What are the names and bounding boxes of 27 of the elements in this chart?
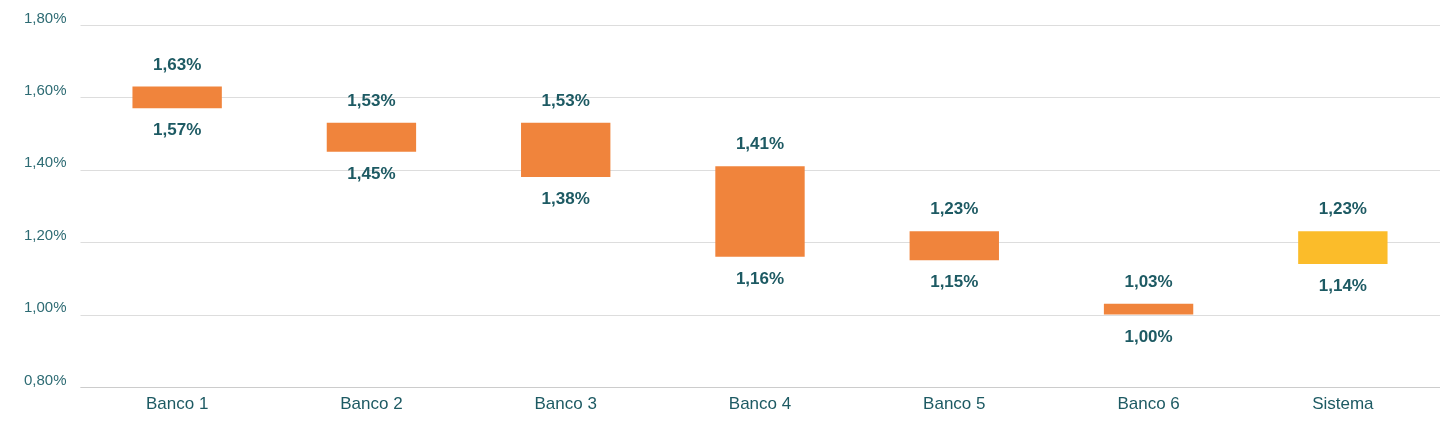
annotation: 1,53% xyxy=(347,90,396,110)
annotation: 1,53% xyxy=(541,90,590,110)
x-tick-label: Banco 5 xyxy=(923,393,986,413)
x-tick-label: Banco 4 xyxy=(728,393,792,413)
y-tick-label: 1,80% xyxy=(23,8,67,26)
annotation: 1,38% xyxy=(541,189,590,209)
y-tick-label: 1,00% xyxy=(23,298,67,316)
y-tick-label: 1,20% xyxy=(23,225,67,243)
y-tick-label: 1,60% xyxy=(23,80,67,98)
annotation: 1,16% xyxy=(735,268,785,288)
x-tick-label: Banco 2 xyxy=(340,393,403,413)
y-tick-label: 1,40% xyxy=(23,153,67,171)
x-tick-label: Banco 3 xyxy=(534,393,597,413)
x-tick-label: Banco 6 xyxy=(1117,393,1180,413)
annotation: 1,00% xyxy=(1124,326,1173,346)
annotation: 1,41% xyxy=(735,134,785,154)
x-tick-label: Banco 1 xyxy=(145,393,209,413)
annotation: 1,57% xyxy=(153,120,202,140)
annotation: 1,63% xyxy=(153,54,202,74)
annotation: 1,23% xyxy=(1318,199,1367,219)
annotation: 1,15% xyxy=(930,272,979,292)
annotation: 1,14% xyxy=(1318,275,1367,295)
x-tick-label: Sistema xyxy=(1312,393,1375,413)
annotation: 1,45% xyxy=(347,163,396,183)
y-tick-label: 0,80% xyxy=(23,370,67,388)
annotation: 1,23% xyxy=(930,199,979,219)
annotation: 1,03% xyxy=(1124,271,1173,291)
